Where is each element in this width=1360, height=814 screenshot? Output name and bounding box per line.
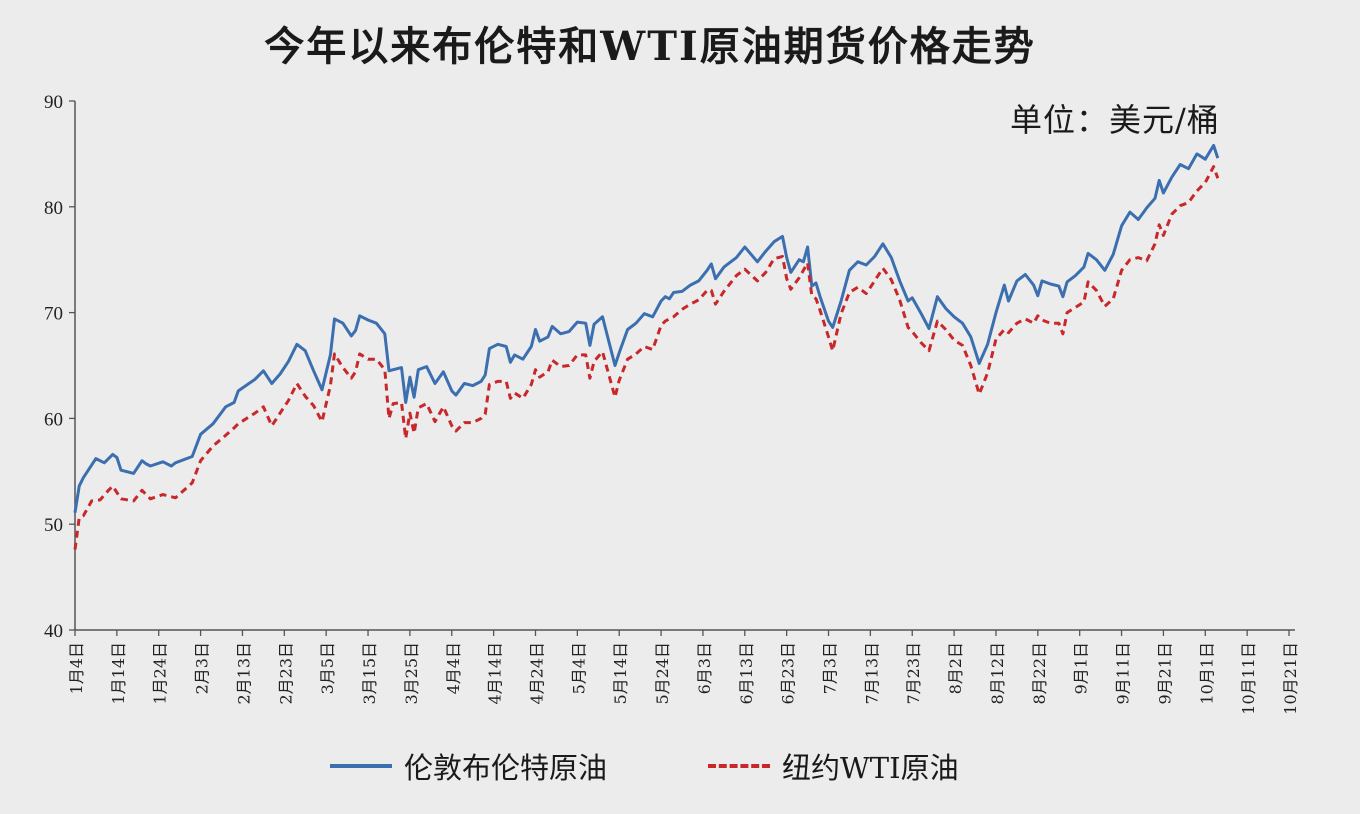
x-tick-label: 6月3日: [695, 642, 714, 694]
y-tick-label: 50: [44, 515, 63, 536]
y-tick-label: 80: [44, 198, 63, 219]
x-tick-label: 6月23日: [779, 642, 798, 705]
x-tick-label: 10月11日: [1239, 642, 1258, 715]
legend: 伦敦布伦特原油 纽约WTI原油: [0, 745, 1360, 789]
legend-swatch-brent: [330, 764, 392, 768]
series-lines: [73, 143, 1220, 550]
y-tick-label: 40: [44, 621, 63, 642]
y-tick-label: 90: [44, 92, 63, 113]
chart-title: 今年以来布伦特和WTI原油期货价格走势: [264, 23, 1036, 70]
series-line-wti: [73, 165, 1220, 550]
x-tick-label: 9月11日: [1114, 642, 1133, 705]
legend-swatch-wti: [708, 764, 770, 768]
x-tick-label: 9月1日: [1072, 642, 1091, 694]
y-tick-label: 70: [44, 304, 63, 325]
legend-label-brent: 伦敦布伦特原油: [404, 751, 608, 785]
x-tick-label: 2月3日: [193, 642, 212, 694]
x-tick-label: 6月13日: [737, 642, 756, 705]
x-tick-label: 1月4日: [67, 642, 86, 694]
legend-item-wti: 纽约WTI原油: [708, 745, 959, 787]
x-tick-label: 7月3日: [821, 642, 840, 694]
legend-item-brent: 伦敦布伦特原油: [330, 745, 607, 787]
x-tick-label: 1月14日: [109, 642, 128, 705]
x-tick-label: 4月14日: [486, 642, 505, 705]
x-tick-label: 8月12日: [988, 642, 1007, 705]
axes: [74, 101, 1295, 631]
x-tick-label: 5月14日: [611, 642, 630, 705]
x-tick-label: 5月24日: [653, 642, 672, 705]
y-tick-label: 60: [44, 409, 63, 430]
legend-label-wti: 纽约WTI原油: [782, 751, 959, 785]
x-tick-label: 8月22日: [1030, 642, 1049, 705]
axis-ticks: 40 50 60 70 80 90 1月4日 1月14日 1月24日 2月3日 2月13日 2月23日…: [44, 92, 1300, 715]
unit-label: 单位：美元/桶: [1010, 101, 1220, 139]
x-tick-label: 7月23日: [904, 642, 923, 705]
x-tick-label: 10月21日: [1281, 642, 1300, 715]
x-tick-label: 3月15日: [360, 642, 379, 705]
x-tick-label: 4月24日: [527, 642, 546, 705]
x-tick-label: 3月25日: [402, 642, 421, 705]
x-tick-label: 8月2日: [946, 642, 965, 694]
x-tick-label: 2月13日: [234, 642, 253, 705]
x-tick-label: 10月1日: [1197, 642, 1216, 705]
x-tick-label: 3月5日: [318, 642, 337, 694]
x-tick-label: 1月24日: [151, 642, 170, 705]
x-tick-label: 9月21日: [1155, 642, 1174, 705]
x-tick-label: 2月23日: [276, 642, 295, 705]
series-line-brent: [73, 143, 1220, 513]
x-tick-label: 5月4日: [569, 642, 588, 694]
x-tick-label: 4月4日: [444, 642, 463, 694]
x-tick-label: 7月13日: [862, 642, 881, 705]
